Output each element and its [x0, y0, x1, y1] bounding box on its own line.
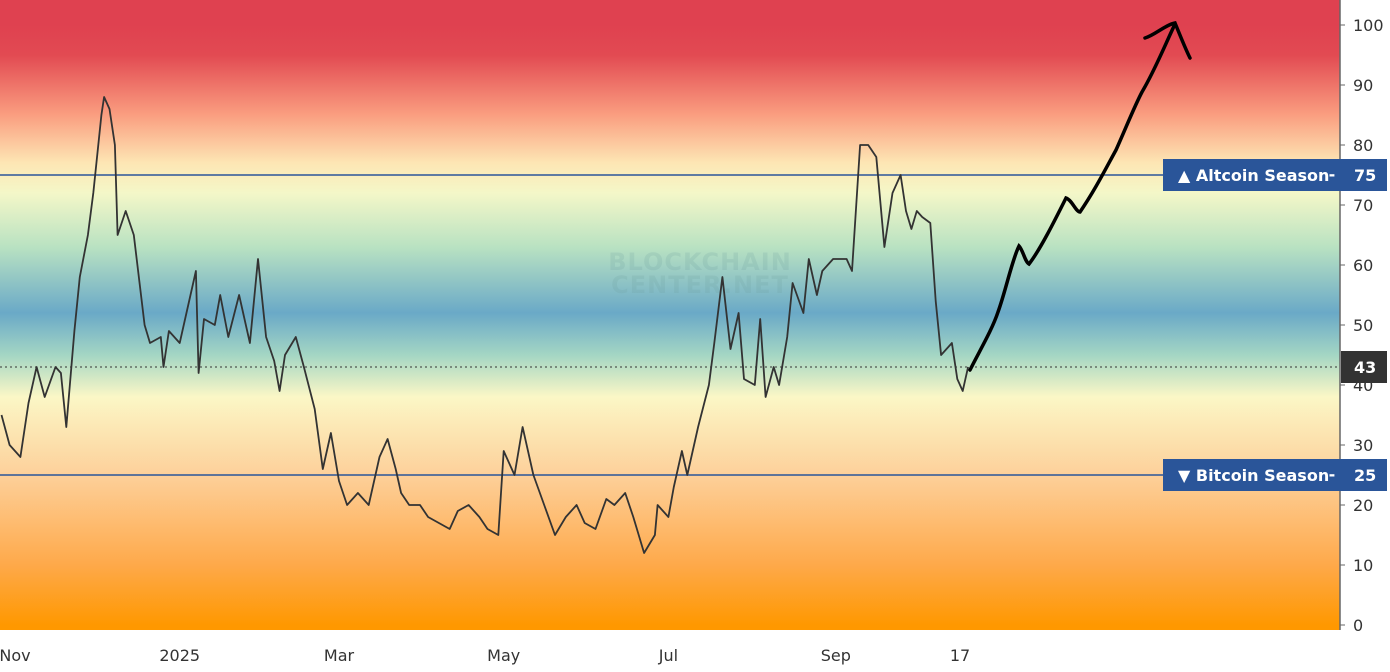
hand-drawn-arrow — [968, 21, 1192, 372]
badge-value: 25 — [1354, 466, 1376, 485]
badge-label: ▲ Altcoin Season — [1178, 166, 1329, 185]
series-line — [0, 96, 969, 554]
y-tick-label: 60 — [1353, 256, 1373, 275]
badge-background — [1163, 159, 1387, 191]
y-tick-label: 70 — [1353, 196, 1373, 215]
x-tick-label: 2025 — [159, 646, 200, 665]
y-tick-label: 100 — [1353, 16, 1384, 35]
x-tick-label: Mar — [324, 646, 355, 665]
badge-label: ▼ Bitcoin Season — [1178, 466, 1329, 485]
y-tick-label: 30 — [1353, 436, 1373, 455]
y-tick-label: 10 — [1353, 556, 1373, 575]
current-value-label: 43 — [1354, 358, 1376, 377]
reference-badge-25: ▼ Bitcoin Season -25 — [1163, 459, 1387, 491]
watermark-line2: CENTER.NET — [611, 271, 789, 299]
watermark-line1: BLOCKCHAIN — [608, 248, 792, 276]
x-tick-label: Nov — [0, 646, 31, 665]
x-tick-label: Jul — [658, 646, 678, 665]
arrow-shaft — [968, 22, 1177, 372]
x-tick-label: Sep — [821, 646, 851, 665]
badge-separator: - — [1329, 165, 1336, 184]
y-tick-label: 90 — [1353, 76, 1373, 95]
current-value-background — [1341, 351, 1387, 383]
x-tick-label: May — [487, 646, 520, 665]
badge-background — [1163, 459, 1387, 491]
y-tick-label: 80 — [1353, 136, 1373, 155]
current-value-badge: 43 — [1341, 351, 1387, 383]
reference-badge-75: ▲ Altcoin Season -75 — [1163, 159, 1387, 191]
watermark: BLOCKCHAIN CENTER.NET — [608, 248, 792, 299]
x-tick-label: 17 — [950, 646, 970, 665]
badge-separator: - — [1329, 465, 1336, 484]
badge-value: 75 — [1354, 166, 1376, 185]
y-tick-label: 20 — [1353, 496, 1373, 515]
arrow-head — [1143, 21, 1192, 60]
y-tick-label: 0 — [1353, 616, 1363, 635]
y-tick-label: 50 — [1353, 316, 1373, 335]
